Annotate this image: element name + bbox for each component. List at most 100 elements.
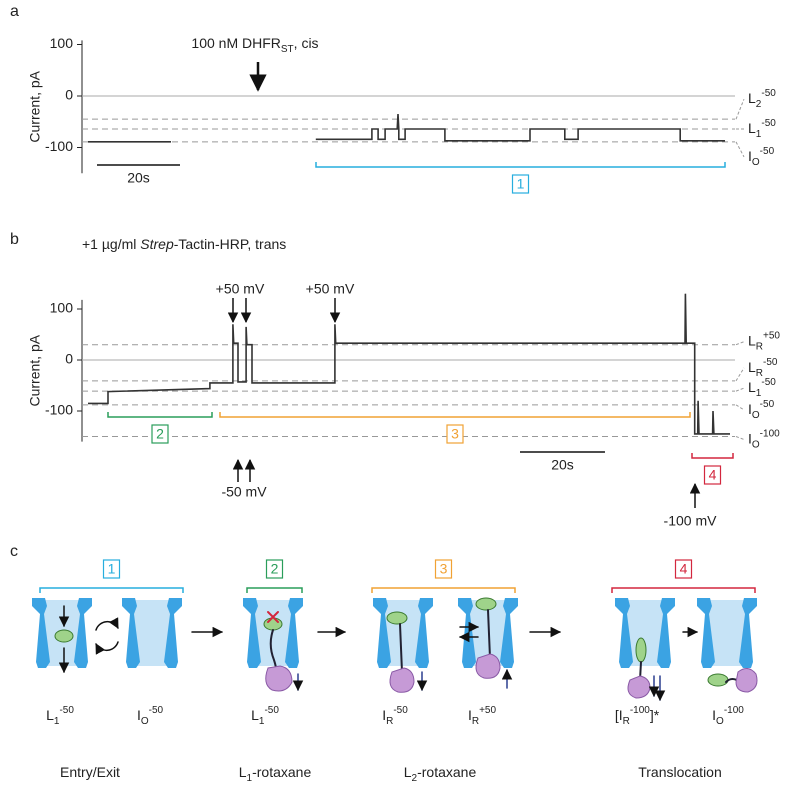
voltage-label: +50 mV [216, 281, 265, 297]
text-part: L [748, 379, 756, 395]
rich-text: IO-50 [137, 705, 164, 727]
text-part: -50 [149, 705, 164, 716]
text-part: -50 [59, 705, 74, 716]
bracket-box [151, 424, 169, 444]
group-bracket [39, 587, 184, 593]
rich-text: LR-50 [748, 357, 778, 379]
text-part: O [752, 157, 760, 168]
text-part: L [46, 707, 54, 723]
rich-text: L1-50 [748, 377, 776, 399]
voltage-label: +50 mV [306, 281, 355, 297]
bracket-label: 2 [156, 426, 164, 442]
rich-text: IO-50 [748, 146, 775, 168]
group-box [265, 559, 284, 579]
text-part: R [623, 716, 630, 727]
text-part: L [239, 764, 247, 780]
panel-label: c [10, 543, 18, 560]
text-part: -50 [763, 357, 778, 368]
y-tick-label: -100 [45, 402, 73, 418]
text-part: -50 [761, 377, 776, 388]
text-part: 100 nM DHFR [191, 35, 280, 51]
current-trace [88, 293, 730, 435]
level-leader [735, 141, 745, 158]
text-part: ]* [650, 707, 660, 723]
group-box [102, 559, 121, 579]
y-tick-label: 100 [50, 35, 74, 51]
group-number: 1 [108, 561, 116, 577]
text-part: O [752, 440, 760, 451]
rich-text: L2-rotaxane [404, 764, 477, 784]
y-tick-label: 100 [50, 300, 74, 316]
text-part: -100 [630, 705, 650, 716]
rich-text: Translocation [638, 764, 722, 780]
rich-text: +1 µg/ml Strep-Tactin-HRP, trans [82, 236, 286, 252]
panel-label: a [10, 3, 19, 20]
group-box [674, 559, 693, 579]
text-part: 1 [54, 716, 60, 727]
level-leader [735, 367, 745, 382]
text-part: -100 [760, 429, 780, 440]
y-axis-label: Current, pA [27, 70, 43, 142]
text-part: -50 [264, 705, 279, 716]
text-part: R [756, 342, 763, 353]
text-part: +50 [479, 705, 496, 716]
group-bracket [371, 587, 516, 593]
group-bracket [611, 587, 756, 593]
rich-text: IR+50 [468, 705, 497, 727]
text-part: I [382, 707, 386, 723]
text-part: I [748, 430, 752, 446]
text-part: Entry/Exit [60, 764, 120, 780]
text-part: -50 [760, 146, 775, 157]
rich-text: IR-50 [382, 705, 408, 727]
bracket-label: 1 [517, 176, 525, 192]
text-part: R [472, 716, 479, 727]
y-tick-label: 0 [65, 351, 73, 367]
text-part: Strep [140, 236, 174, 252]
rich-text: 100 nM DHFRST, cis [191, 35, 318, 55]
bracket-label: 3 [451, 426, 459, 442]
level-leader [735, 404, 745, 411]
rich-text: IO-50 [748, 399, 775, 421]
text-part: O [141, 716, 149, 727]
rich-text: L2-50 [748, 88, 776, 110]
bracket-box [446, 424, 464, 444]
text-part: I [468, 707, 472, 723]
rich-text: L1-50 [46, 705, 74, 727]
text-part: +1 µg/ml [82, 236, 140, 252]
text-part: L [748, 332, 756, 348]
rich-text: [IR-100]* [615, 705, 660, 727]
level-leader [735, 387, 745, 392]
y-tick-label: -100 [45, 138, 73, 154]
level-leader [735, 98, 745, 120]
level-leader [735, 436, 745, 440]
group-box [434, 559, 453, 579]
text-part: I [748, 401, 752, 417]
bracket-box [511, 174, 530, 194]
text-part: L [748, 120, 756, 136]
text-part: -100 [724, 705, 744, 716]
group-number: 3 [440, 561, 448, 577]
scale-bar-label: 20s [127, 170, 150, 186]
group-number: 4 [680, 561, 688, 577]
text-part: -rotaxane [252, 764, 311, 780]
voltage-label: -50 mV [221, 484, 267, 500]
text-part: 1 [756, 388, 762, 399]
bracket-label: 4 [709, 467, 717, 483]
text-part: -50 [761, 88, 776, 99]
rich-text: L1-rotaxane [239, 764, 312, 784]
rich-text: L1-50 [251, 705, 279, 727]
text-part: L [748, 359, 756, 375]
voltage-label: -100 mV [664, 513, 718, 529]
bracket [107, 412, 213, 418]
rich-text: LR+50 [748, 331, 780, 353]
bracket-box [703, 465, 722, 485]
text-part: [ [615, 707, 619, 723]
text-part: -Tactin-HRP, trans [174, 236, 287, 252]
rich-text: IO-100 [748, 429, 780, 451]
text-part: -50 [761, 118, 776, 129]
text-part: ST [281, 44, 294, 55]
bracket [315, 162, 726, 168]
text-part: 2 [412, 773, 418, 784]
bracket [691, 453, 734, 459]
